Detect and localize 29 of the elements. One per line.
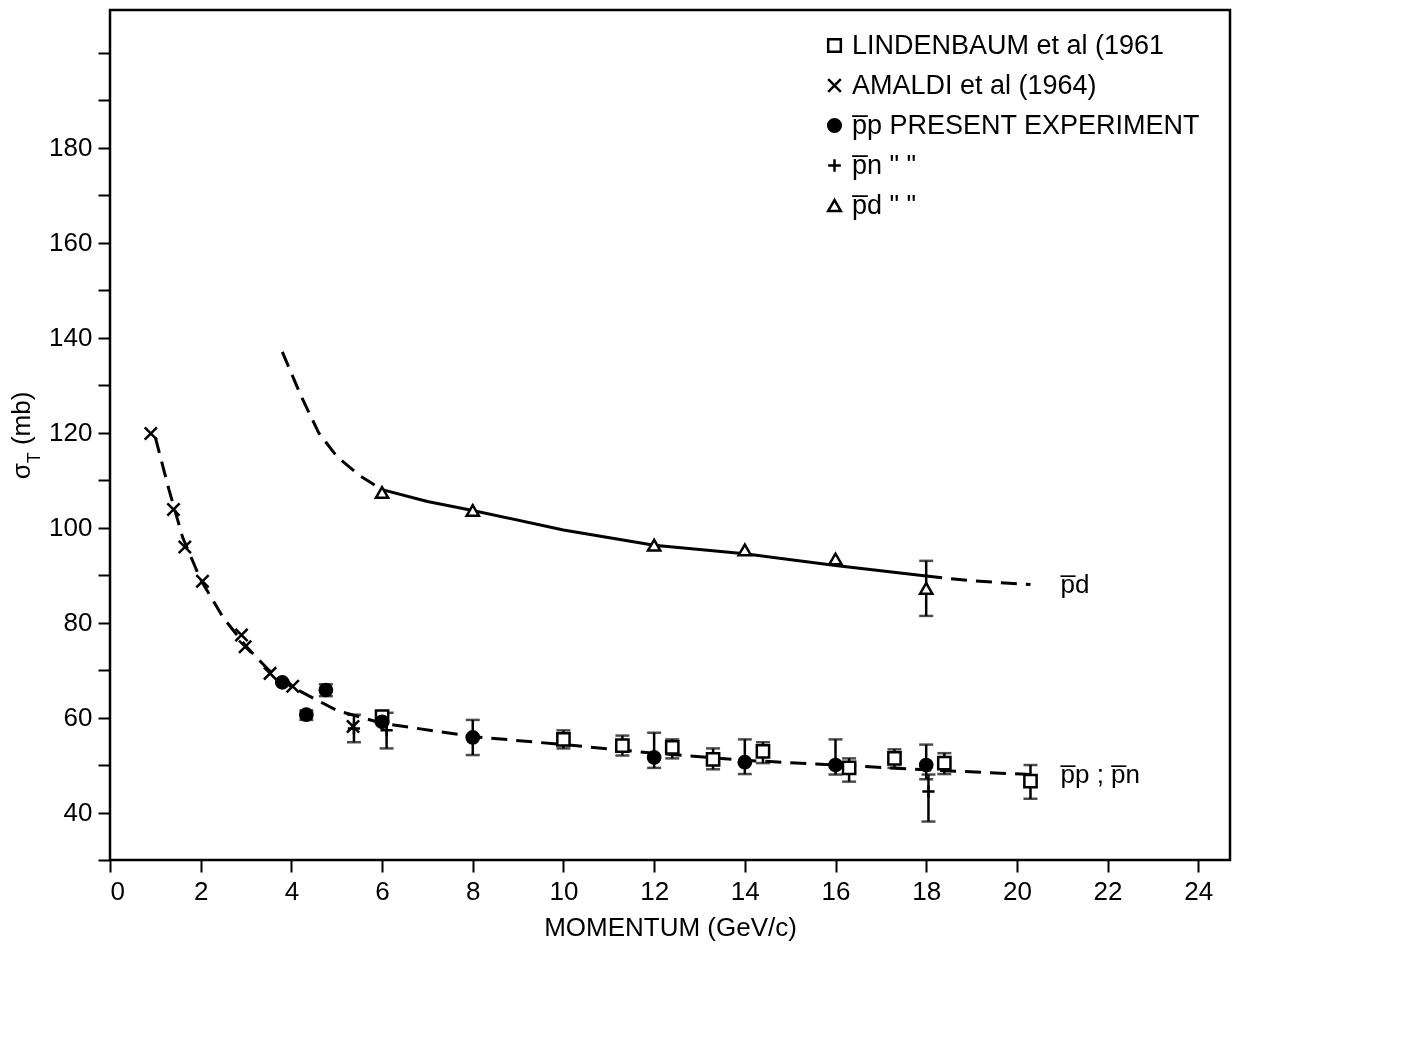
legend-label: AMALDI et al (1964) xyxy=(852,69,1097,100)
x-tick-label: 20 xyxy=(1002,875,1032,906)
x-tick-label: 8 xyxy=(466,875,481,906)
x-tick-label: 24 xyxy=(1184,875,1214,906)
x-tick-label: 16 xyxy=(821,875,851,906)
y-tick-label: 140 xyxy=(49,322,93,353)
x-tick-label: 14 xyxy=(730,875,760,906)
x-tick-label: 22 xyxy=(1093,875,1123,906)
y-tick-label: 80 xyxy=(63,607,93,638)
y-tick-label: 180 xyxy=(49,132,93,163)
legend-label: LINDENBAUM et al (1961 xyxy=(852,29,1165,60)
legend-label: p̅p PRESENT EXPERIMENT xyxy=(851,109,1200,140)
y-tick-label: 120 xyxy=(49,417,93,448)
y-tick-label: 60 xyxy=(63,702,93,733)
x-tick-label: 12 xyxy=(640,875,670,906)
series-label: p̅p ; p̅n xyxy=(1060,758,1140,789)
series-label: p̅d xyxy=(1060,568,1090,599)
x-tick-label: 4 xyxy=(284,875,300,906)
x-axis-title: MOMENTUM (GeV/c) xyxy=(544,911,797,942)
y-tick-label: 160 xyxy=(49,227,93,258)
x-tick-label: 6 xyxy=(375,875,390,906)
x-tick-label: 2 xyxy=(193,875,209,906)
x-tick-label: 0 xyxy=(110,875,125,906)
x-tick-label: 10 xyxy=(549,875,579,906)
legend-label: p̅n " " xyxy=(851,149,917,180)
legend-label: p̅d " " xyxy=(851,189,917,220)
x-tick-label: 18 xyxy=(912,875,942,906)
y-tick-label: 100 xyxy=(49,512,93,543)
y-tick-label: 40 xyxy=(63,797,93,828)
